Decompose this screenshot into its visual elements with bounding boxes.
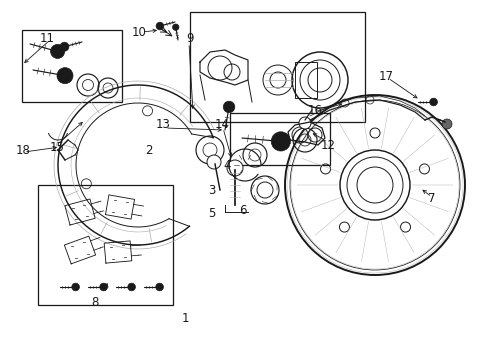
Bar: [38, 185, 173, 305]
Text: 3: 3: [208, 184, 216, 197]
Circle shape: [299, 117, 311, 129]
Circle shape: [100, 283, 107, 291]
Circle shape: [271, 132, 291, 151]
Text: 17: 17: [378, 69, 393, 82]
Text: 13: 13: [155, 117, 171, 131]
Circle shape: [72, 283, 79, 291]
Text: 11: 11: [40, 32, 54, 45]
Text: 14: 14: [215, 117, 229, 131]
Text: 9: 9: [186, 32, 194, 45]
Text: 2: 2: [145, 144, 153, 157]
Circle shape: [430, 98, 438, 106]
Circle shape: [57, 68, 73, 84]
Text: 10: 10: [131, 26, 147, 39]
Text: 4: 4: [223, 158, 231, 171]
Bar: [190, 12, 365, 122]
Text: 1: 1: [181, 312, 189, 325]
Circle shape: [156, 22, 164, 30]
Text: 16: 16: [308, 104, 322, 117]
Text: 5: 5: [208, 207, 216, 220]
Text: 15: 15: [49, 140, 65, 153]
Text: 7: 7: [428, 192, 436, 204]
Text: 18: 18: [16, 144, 30, 157]
Bar: [22, 30, 122, 102]
Circle shape: [50, 44, 65, 58]
Circle shape: [251, 176, 279, 204]
Circle shape: [442, 119, 452, 129]
Circle shape: [257, 182, 273, 198]
Bar: [230, 113, 330, 165]
Text: 8: 8: [91, 296, 98, 309]
Text: 12: 12: [320, 139, 336, 152]
Text: 6: 6: [239, 203, 247, 216]
Circle shape: [207, 155, 221, 169]
Circle shape: [156, 283, 164, 291]
Circle shape: [223, 101, 235, 113]
Circle shape: [60, 42, 69, 51]
Circle shape: [128, 283, 135, 291]
Circle shape: [172, 24, 179, 30]
Bar: [295, 62, 317, 98]
Circle shape: [227, 160, 243, 176]
